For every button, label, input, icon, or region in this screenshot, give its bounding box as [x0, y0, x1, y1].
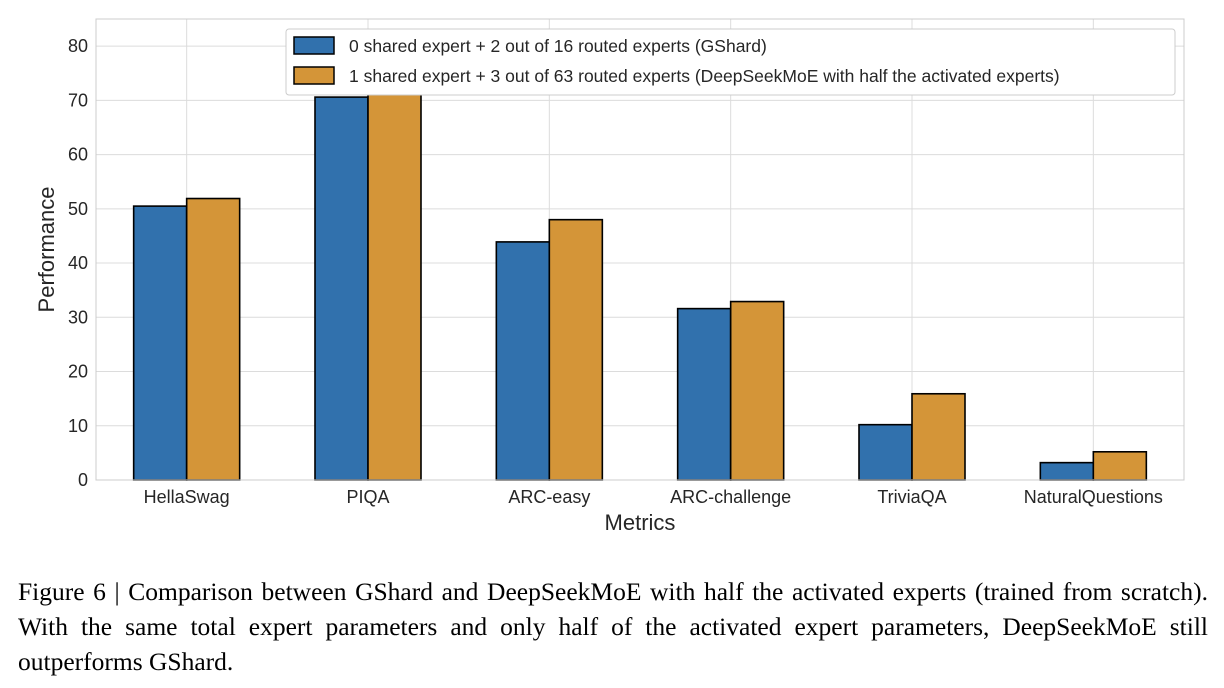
- x-tick-label: ARC-easy: [508, 487, 590, 507]
- legend-label-deepseekmoe: 1 shared expert + 3 out of 63 routed exp…: [349, 66, 1060, 86]
- x-tick-label: ARC-challenge: [670, 487, 791, 507]
- legend-label-gshard: 0 shared expert + 2 out of 16 routed exp…: [349, 36, 767, 56]
- bar-gshard: [314, 96, 369, 481]
- x-axis-label: Metrics: [605, 510, 676, 535]
- plot-frame: [95, 18, 1185, 481]
- bar-deepseekmoe: [185, 197, 241, 481]
- x-tick-label: HellaSwag: [144, 487, 230, 507]
- y-tick-label: 0: [78, 470, 88, 490]
- bar-gshard: [132, 205, 188, 481]
- legend-swatch-gshard: [293, 36, 335, 55]
- x-tick-label: PIQA: [346, 487, 389, 507]
- y-tick-label: 50: [68, 199, 88, 219]
- figure-caption: Figure 6 | Comparison between GShard and…: [18, 577, 1208, 676]
- y-tick-label: 10: [68, 416, 88, 436]
- x-tick-labels: HellaSwag PIQA ARC-easy ARC-challenge Trivia…: [144, 487, 1163, 507]
- bar-gshard: [1039, 461, 1095, 481]
- bar-gshard: [858, 423, 913, 481]
- x-tick-label: NaturalQuestions: [1024, 487, 1163, 507]
- x-tick-label: TriviaQA: [877, 487, 946, 507]
- bar-gshard: [676, 307, 732, 481]
- y-tick-label: 40: [68, 253, 88, 273]
- legend-swatch-deepseekmoe: [293, 66, 335, 85]
- y-tick-labels: 0 10 20 30 40 50 60 70 80: [68, 36, 88, 490]
- bar-deepseekmoe: [367, 91, 422, 481]
- bar-chart: 0 10 20 30 40 50 60 70 80 HellaSwag PIQA ARC-easy A…: [34, 18, 1185, 535]
- y-tick-label: 30: [68, 307, 88, 327]
- bar-deepseekmoe: [548, 218, 604, 481]
- y-tick-label: 70: [68, 90, 88, 110]
- legend: 0 shared expert + 2 out of 16 routed exp…: [285, 28, 1176, 96]
- legend-box: [285, 28, 1176, 96]
- bar-gshard: [495, 241, 551, 481]
- bars: [132, 91, 1148, 481]
- y-tick-label: 20: [68, 362, 88, 382]
- y-axis-label: Performance: [34, 187, 59, 313]
- bar-deepseekmoe: [1092, 450, 1148, 481]
- bar-deepseekmoe: [729, 300, 785, 481]
- y-tick-label: 60: [68, 145, 88, 165]
- y-tick-label: 80: [68, 36, 88, 56]
- bar-deepseekmoe: [911, 392, 966, 481]
